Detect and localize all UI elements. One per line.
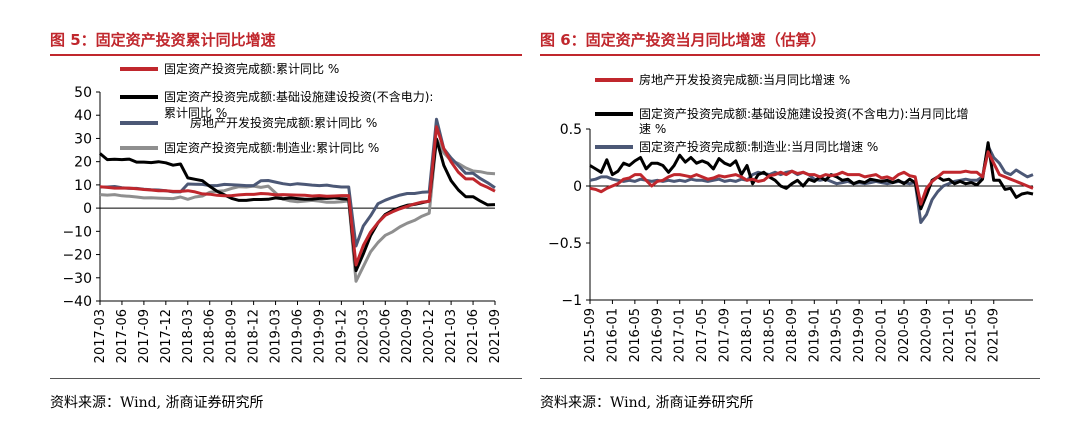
x-tick-label: 2019-06 <box>291 309 306 363</box>
chart-panel-6: 图 6：固定资产投资当月同比增速（估算） 0.5 0 −0.5 −1 2015-09 20… <box>540 0 1080 431</box>
source-rule <box>50 378 522 379</box>
series-line <box>589 150 1034 206</box>
series-line <box>99 125 496 267</box>
x-tick-label: 2020-09 <box>400 309 415 363</box>
source-note: 资料来源：Wind, 浙商证券研究所 <box>50 395 264 411</box>
x-tick-label: 2020-01 <box>875 308 890 362</box>
x-tick-label: 2017-03 <box>93 309 108 363</box>
chart-title: 图 5：固定资产投资累计同比增速 <box>50 31 276 49</box>
x-tick-label: 2018-09 <box>225 309 240 363</box>
x-tick-label: 2016-01 <box>605 308 620 362</box>
source-rule <box>540 378 1040 379</box>
x-tick-label: 2016-09 <box>650 308 665 362</box>
y-tick-label: −40 <box>62 294 92 310</box>
legend-label: 房地产开发投资完成额:当月同比增速 % <box>639 72 850 87</box>
y-tick-label: −1 <box>561 293 582 309</box>
x-tick-label: 2020-03 <box>356 309 371 363</box>
x-tick-label: 2019-03 <box>269 309 284 363</box>
x-tick-label: 2018-05 <box>762 308 777 362</box>
legend-label: 累计同比 % <box>164 106 227 120</box>
source-note: 资料来源：Wind, 浙商证券研究所 <box>540 395 754 411</box>
x-tick-label: 2021-09 <box>488 309 503 363</box>
x-tick-label: 2021-06 <box>466 309 481 363</box>
x-tick-label: 2020-09 <box>919 308 934 362</box>
x-tick-label: 2017-05 <box>695 308 710 362</box>
legend-label: 固定资产投资完成额:基础设施建设投资(不含电力): <box>164 89 433 104</box>
x-tick-label: 2021-05 <box>964 308 979 362</box>
y-tick-label: −20 <box>62 248 92 264</box>
legend-label: 房地产开发投资完成额:累计同比 % <box>190 115 377 130</box>
x-tick-label: 2017-09 <box>137 309 152 363</box>
y-tick-label: −0.5 <box>548 236 582 252</box>
x-tick-label: 2018-03 <box>181 309 196 363</box>
y-tick-label: 0 <box>83 201 92 217</box>
legend-label: 固定资产投资完成额:制造业:累计同比 % <box>164 140 379 155</box>
x-tick-label: 2020-12 <box>422 309 437 363</box>
x-tick-label: 2018-09 <box>785 308 800 362</box>
x-tick-label: 2021-09 <box>987 308 1002 362</box>
y-tick-label: −10 <box>62 224 92 240</box>
y-tick-label: 0.5 <box>560 122 582 138</box>
title-rule <box>540 54 1040 56</box>
legend-label: 固定资产投资完成额:累计同比 % <box>164 61 339 76</box>
series-line <box>99 137 496 283</box>
y-tick-label: 0 <box>573 179 582 195</box>
y-tick-label: 10 <box>74 178 92 194</box>
x-tick-label: 2017-01 <box>673 308 688 362</box>
x-tick-label: 2020-06 <box>378 309 393 363</box>
y-tick-label: 40 <box>74 108 92 124</box>
y-tick-label: 50 <box>74 85 92 101</box>
legend-label: 固定资产投资完成额:基础设施建设投资(不含电力):当月同比增 <box>639 106 968 121</box>
chart-title: 图 6：固定资产投资当月同比增速（估算） <box>540 31 826 49</box>
x-tick-label: 2015-09 <box>583 308 598 362</box>
y-tick-label: 20 <box>74 155 92 171</box>
chart-panel-5: 图 5：固定资产投资累计同比增速 50 40 30 20 10 0 −10 −20 −30 −40… <box>50 31 522 411</box>
x-tick-label: 2018-12 <box>247 309 262 363</box>
x-tick-label: 2020-05 <box>897 308 912 362</box>
x-tick-label: 2016-05 <box>628 308 643 362</box>
y-tick-label: −30 <box>62 271 92 287</box>
x-tick-label: 2017-09 <box>718 308 733 362</box>
legend-label: 固定资产投资完成额:制造业:当月同比增速 % <box>639 139 878 154</box>
x-tick-label: 2017-06 <box>115 309 130 363</box>
y-tick-label: 30 <box>74 131 92 147</box>
x-tick-label: 2019-05 <box>830 308 845 362</box>
title-rule <box>50 54 522 56</box>
x-tick-label: 2019-09 <box>312 309 327 363</box>
x-tick-label: 2021-01 <box>942 308 957 362</box>
x-tick-label: 2017-12 <box>159 309 174 363</box>
x-tick-label: 2019-01 <box>807 308 822 362</box>
x-tick-label: 2018-06 <box>203 309 218 363</box>
legend-label: 速 % <box>639 122 666 136</box>
x-tick-label: 2019-09 <box>852 308 867 362</box>
x-tick-label: 2021-03 <box>444 309 459 363</box>
series-line <box>589 141 1034 211</box>
x-tick-label: 2018-01 <box>740 308 755 362</box>
x-tick-label: 2019-12 <box>334 309 349 363</box>
